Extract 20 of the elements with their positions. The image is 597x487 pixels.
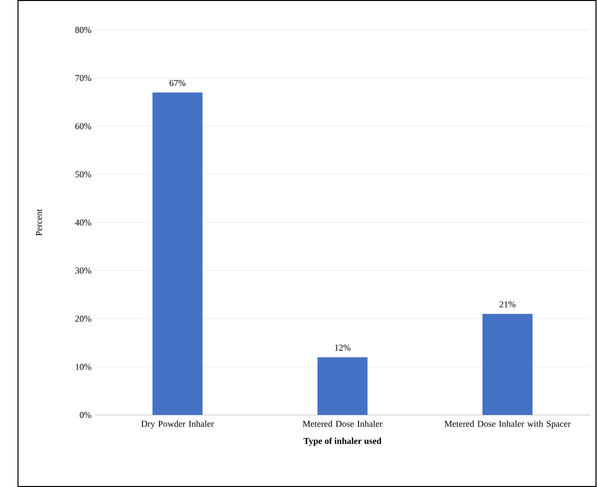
y-tick-label: 30%: [75, 268, 92, 274]
data-label: 67%: [170, 80, 186, 86]
data-label: 12%: [335, 344, 350, 351]
bar: [482, 314, 532, 415]
y-tick-label: 50%: [75, 171, 92, 178]
x-tick-label: Metered Dose Inhaler: [302, 420, 382, 427]
y-axis-title: Percent: [36, 209, 42, 236]
x-tick-label: Metered Dose Inhaler with Spacer: [444, 420, 571, 429]
y-tick-label: 40%: [75, 219, 92, 226]
y-tick-label: 80%: [75, 26, 92, 34]
x-tick-label: Dry Powder Inhaler: [141, 420, 214, 429]
y-tick-label: 70%: [76, 75, 92, 82]
data-label: 21%: [500, 301, 516, 308]
bar: [318, 357, 368, 415]
y-tick-label: 20%: [75, 316, 92, 322]
y-tick-label: 0%: [80, 412, 92, 418]
bar: [152, 92, 203, 415]
x-axis-title: Type of inhaler used: [304, 438, 382, 446]
y-tick-label: 60%: [75, 123, 92, 130]
y-tick-label: 10%: [76, 364, 92, 370]
